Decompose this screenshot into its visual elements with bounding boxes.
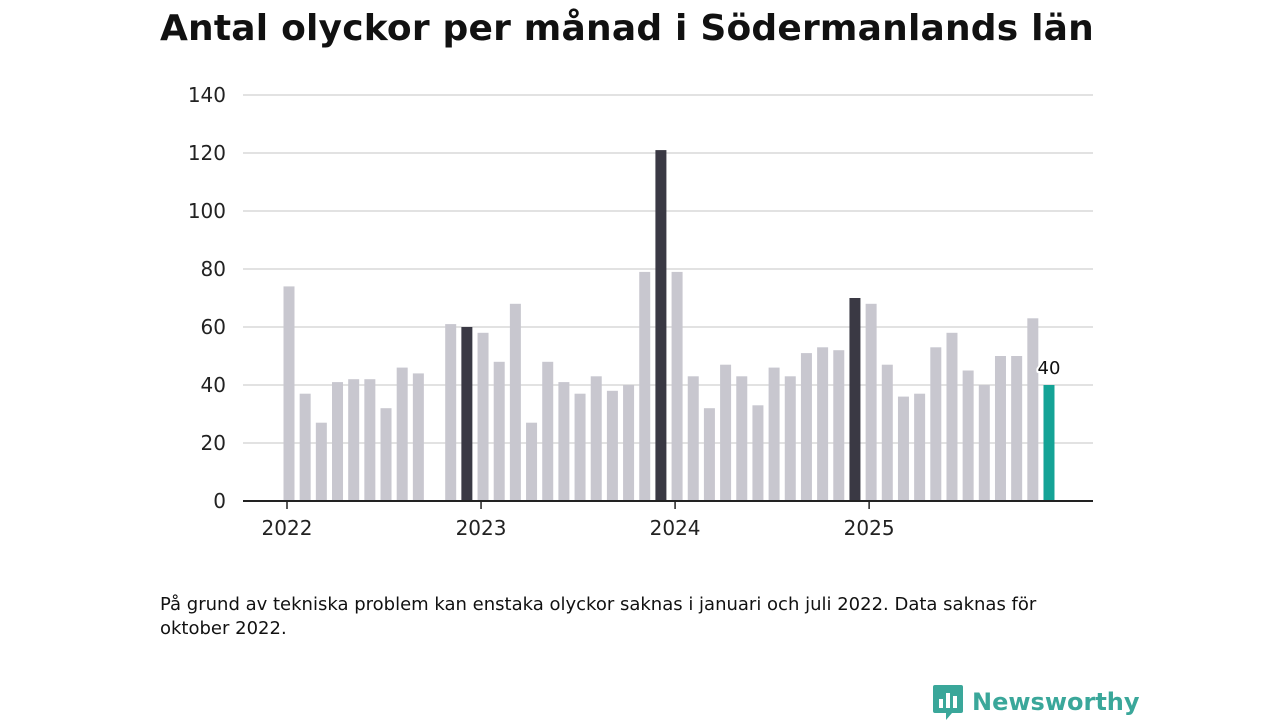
x-tick-label: 2023 bbox=[456, 516, 507, 540]
bar-2022-09 bbox=[412, 373, 424, 501]
bar-2024-01 bbox=[671, 271, 683, 501]
bar-2025-11 bbox=[1027, 318, 1039, 501]
bar-2024-05 bbox=[736, 376, 748, 501]
bar-2023-08 bbox=[590, 376, 602, 501]
bar-2023-11 bbox=[639, 271, 651, 501]
bars bbox=[283, 150, 1055, 501]
bar-2025-02 bbox=[881, 364, 893, 501]
y-tick-label: 100 bbox=[188, 199, 226, 223]
bar-2025-10 bbox=[1011, 356, 1023, 501]
y-tick-label: 60 bbox=[201, 315, 226, 339]
bar-2023-02 bbox=[493, 361, 505, 501]
brand-name: Newsworthy bbox=[972, 688, 1140, 716]
bar-chart-speech-icon bbox=[933, 685, 963, 720]
y-tick-label: 40 bbox=[201, 373, 226, 397]
bar-2022-06 bbox=[364, 379, 376, 501]
latest-value-label: 40 bbox=[1038, 358, 1061, 379]
bar-2025-07 bbox=[962, 370, 974, 501]
bar-2024-09 bbox=[800, 353, 812, 501]
x-tick-label: 2025 bbox=[844, 516, 895, 540]
y-axis-ticks: 0 20 40 60 80 100 120 140 bbox=[188, 83, 226, 513]
bar-2024-03 bbox=[703, 408, 715, 501]
bar-2024-02 bbox=[687, 376, 699, 501]
bar-2023-12 bbox=[655, 150, 667, 501]
bar-2022-01 bbox=[283, 286, 295, 501]
bar-2025-03 bbox=[897, 396, 909, 501]
y-tick-label: 0 bbox=[213, 489, 226, 513]
bar-2023-05 bbox=[542, 361, 554, 501]
bar-2023-07 bbox=[574, 393, 586, 501]
bar-2025-06 bbox=[946, 332, 958, 501]
bar-2022-02 bbox=[299, 393, 311, 501]
bar-2022-08 bbox=[396, 367, 408, 501]
chart-title: Antal olyckor per månad i Södermanlands … bbox=[160, 8, 1095, 49]
bar-2024-07 bbox=[768, 367, 780, 501]
bar-2025-05 bbox=[930, 347, 942, 501]
x-tick-label: 2022 bbox=[262, 516, 313, 540]
bar-2025-12 bbox=[1043, 385, 1055, 501]
bar-2024-04 bbox=[720, 364, 732, 501]
y-tick-label: 80 bbox=[201, 257, 226, 281]
bar-2025-04 bbox=[914, 393, 926, 501]
bar-2022-03 bbox=[315, 422, 327, 501]
bar-2024-11 bbox=[833, 350, 845, 501]
bar-2022-11 bbox=[445, 324, 457, 501]
footnote: På grund av tekniska problem kan enstaka… bbox=[160, 594, 1037, 639]
bar-2022-12 bbox=[461, 327, 473, 501]
bar-2023-01 bbox=[477, 332, 489, 501]
bar-2023-10 bbox=[623, 385, 635, 501]
bar-2023-06 bbox=[558, 382, 570, 501]
bar-2025-01 bbox=[865, 303, 877, 501]
latest-value-label-halo: 40 bbox=[1038, 358, 1061, 379]
y-tick-label: 140 bbox=[188, 83, 226, 107]
bar-2025-08 bbox=[978, 385, 990, 501]
bar-2024-08 bbox=[784, 376, 796, 501]
x-tick-label: 2024 bbox=[650, 516, 701, 540]
bar-2023-09 bbox=[606, 390, 618, 501]
y-tick-label: 20 bbox=[201, 431, 226, 455]
bar-2022-04 bbox=[332, 382, 344, 501]
bar-2024-12 bbox=[849, 298, 861, 501]
x-axis-ticks: 2022 2023 2024 2025 bbox=[262, 501, 895, 540]
bar-2022-05 bbox=[348, 379, 360, 501]
y-tick-label: 120 bbox=[188, 141, 226, 165]
bar-2025-09 bbox=[994, 356, 1006, 501]
brand-logo: Newsworthy bbox=[932, 682, 1140, 722]
bar-2022-07 bbox=[380, 408, 392, 501]
bar-2023-03 bbox=[509, 303, 521, 501]
bar-2024-10 bbox=[817, 347, 829, 501]
bar-2024-06 bbox=[752, 405, 764, 501]
bar-2023-04 bbox=[526, 422, 538, 501]
